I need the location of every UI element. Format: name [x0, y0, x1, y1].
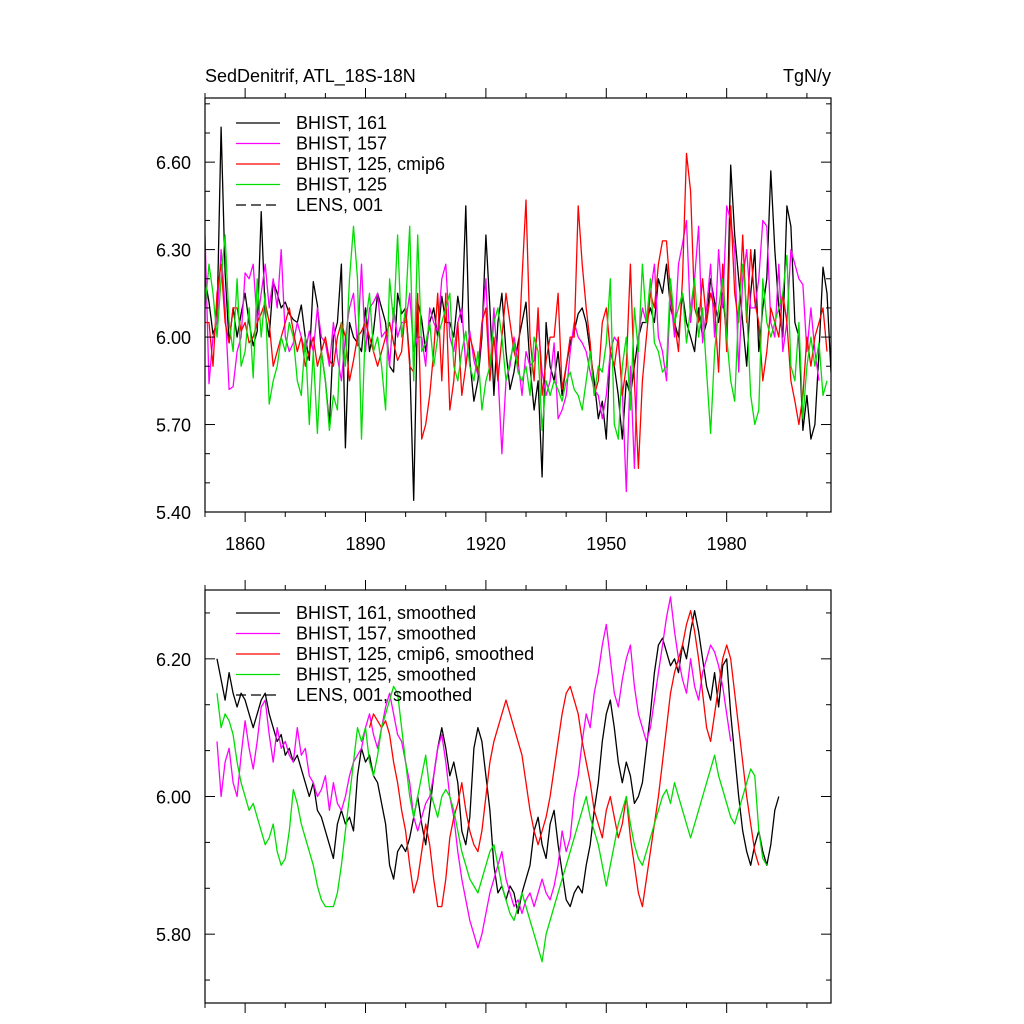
legend-label: BHIST, 157, smoothed	[296, 624, 476, 644]
legend-label: BHIST, 125	[296, 175, 387, 195]
y-tick-label: 6.60	[156, 153, 191, 173]
top-axes: 1860 1890 1920 1950 1980 5.40 5.70 6.00 6.30 6.60	[156, 88, 832, 554]
plot-frame	[204, 97, 832, 513]
x-tick-label: 1890	[345, 534, 385, 554]
bottom-panel: 5.806.006.20 BHIST, 161, smoothedBHIST, …	[156, 580, 832, 1013]
y-tick-label: 6.00	[156, 788, 191, 808]
legend-label: LENS, 001, smoothed	[296, 685, 472, 705]
series-line-bhist-125-cmip6-smoothed	[368, 610, 760, 908]
bottom-axes: 5.80 6.00 6.20	[156, 580, 832, 1013]
y-tick-label: 6.20	[156, 650, 191, 670]
x-tick-label: 1950	[586, 534, 626, 554]
y-tick-label: 5.80	[156, 925, 191, 945]
series-line-bhist-161	[205, 126, 831, 501]
y-tick-label: 6.30	[156, 241, 191, 261]
legend-label: BHIST, 161, smoothed	[296, 603, 476, 623]
legend-label: BHIST, 157	[296, 134, 387, 154]
series-line-bhist-157-smoothed	[216, 596, 732, 949]
legend-label: BHIST, 125, cmip6	[296, 154, 445, 174]
figure-units: TgN/y	[783, 66, 831, 86]
legend-label: LENS, 001	[296, 195, 383, 215]
bottom-series-group	[216, 596, 780, 963]
legend-label: BHIST, 161	[296, 113, 387, 133]
top-series-group	[205, 126, 831, 501]
series-line-bhist-161-smoothed	[216, 610, 780, 915]
y-tick-label: 5.70	[156, 416, 191, 436]
figure-title: SedDenitrif, ATL_18S-18N	[205, 66, 416, 87]
series-line-bhist-125	[205, 225, 828, 440]
x-tick-label: 1860	[225, 534, 265, 554]
legend-label: BHIST, 125, cmip6, smoothed	[296, 644, 534, 664]
y-tick-label: 6.00	[156, 328, 191, 348]
x-tick-label: 1980	[707, 534, 747, 554]
series-line-bhist-125-smoothed	[216, 685, 768, 963]
legend-label: BHIST, 125, smoothed	[296, 665, 476, 685]
x-tick-label: 1920	[466, 534, 506, 554]
y-tick-label: 5.40	[156, 503, 191, 523]
top-panel: 1860 1890 1920 1950 1980 5.40 5.70 6.00 6.30 6.60…	[156, 88, 832, 554]
